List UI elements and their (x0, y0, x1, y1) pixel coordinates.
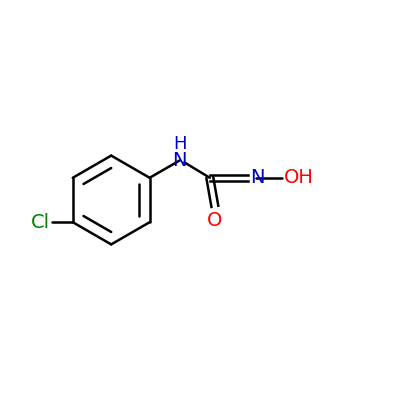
Text: O: O (207, 211, 222, 230)
Text: H: H (173, 136, 186, 154)
Text: Cl: Cl (31, 213, 50, 232)
Text: OH: OH (284, 168, 314, 187)
Text: N: N (250, 168, 265, 187)
Text: N: N (172, 151, 187, 170)
